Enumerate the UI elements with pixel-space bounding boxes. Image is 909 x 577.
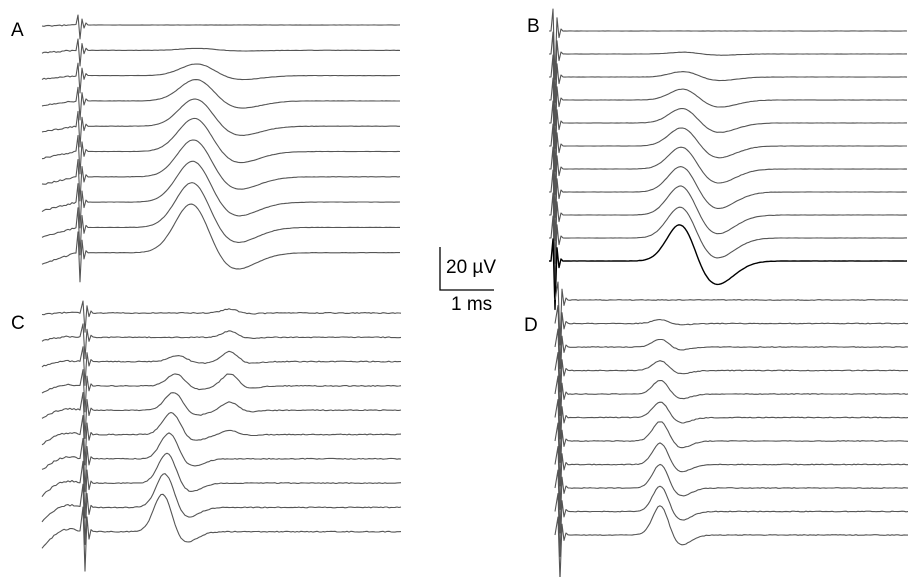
panel-b-trace-10: [549, 206, 907, 287]
panel-b: [549, 8, 908, 311]
panel-b-trace-8: [549, 166, 908, 241]
panel-a-trace-10: [41, 203, 400, 283]
panel-a-trace-4: [41, 79, 400, 121]
panel-c: [41, 300, 402, 572]
panel-c-trace-1: [41, 300, 402, 333]
panel-b-trace-6: [549, 123, 907, 195]
panel-b-trace-2: [549, 31, 907, 103]
scale-bar-lines: [439, 247, 494, 291]
panel-d-trace-5: [554, 375, 909, 440]
scale-bar: 20 µV 1 ms: [439, 247, 496, 315]
panel-a: [41, 14, 401, 283]
panel-c-trace-5: [41, 392, 402, 439]
panel-d: [554, 281, 909, 577]
panel-b-trace-1: [549, 8, 908, 80]
panel-b-trace-5: [549, 100, 907, 172]
panel-b-trace-7: [549, 146, 908, 218]
panel-c-trace-7: [41, 432, 402, 492]
panel-d-trace-8: [554, 442, 908, 511]
panel-a-trace-2: [41, 38, 401, 67]
panel-label-c: C: [11, 313, 25, 334]
panel-c-trace-6: [41, 411, 402, 466]
panel-a-trace-1: [41, 14, 401, 40]
scale-bar-amplitude: 20 µV: [446, 257, 496, 278]
panel-c-trace-3: [41, 346, 402, 386]
panel-c-trace-4: [41, 369, 402, 413]
panel-d-trace-2: [554, 304, 909, 370]
panel-d-trace-1: [554, 281, 909, 346]
panel-label-b: B: [527, 16, 540, 37]
panel-label-a: A: [11, 20, 24, 41]
panel-c-trace-9: [41, 473, 402, 546]
panel-d-trace-9: [554, 463, 909, 534]
panel-a-trace-6: [41, 117, 401, 175]
panel-a-trace-8: [41, 160, 401, 229]
panel-a-trace-5: [41, 98, 400, 148]
panel-a-trace-3: [41, 62, 400, 94]
panel-label-d: D: [524, 315, 538, 336]
panel-b-trace-9: [549, 185, 908, 264]
panel-c-trace-10: [41, 493, 402, 572]
scale-bar-time: 1 ms: [451, 294, 492, 315]
panel-c-trace-2: [41, 323, 402, 360]
panel-d-trace-11: [554, 505, 908, 577]
panel-b-trace-11: [549, 224, 908, 311]
panel-a-trace-7: [41, 139, 401, 202]
panel-d-trace-4: [554, 351, 909, 417]
panel-d-trace-10: [554, 485, 909, 558]
panel-b-trace-4: [549, 77, 907, 149]
panel-c-trace-8: [41, 452, 402, 519]
panel-b-trace-3: [549, 54, 908, 126]
panel-d-trace-3: [554, 328, 909, 393]
panel-d-trace-7: [554, 421, 909, 487]
panel-a-trace-9: [41, 182, 400, 256]
panel-d-trace-6: [554, 398, 909, 464]
